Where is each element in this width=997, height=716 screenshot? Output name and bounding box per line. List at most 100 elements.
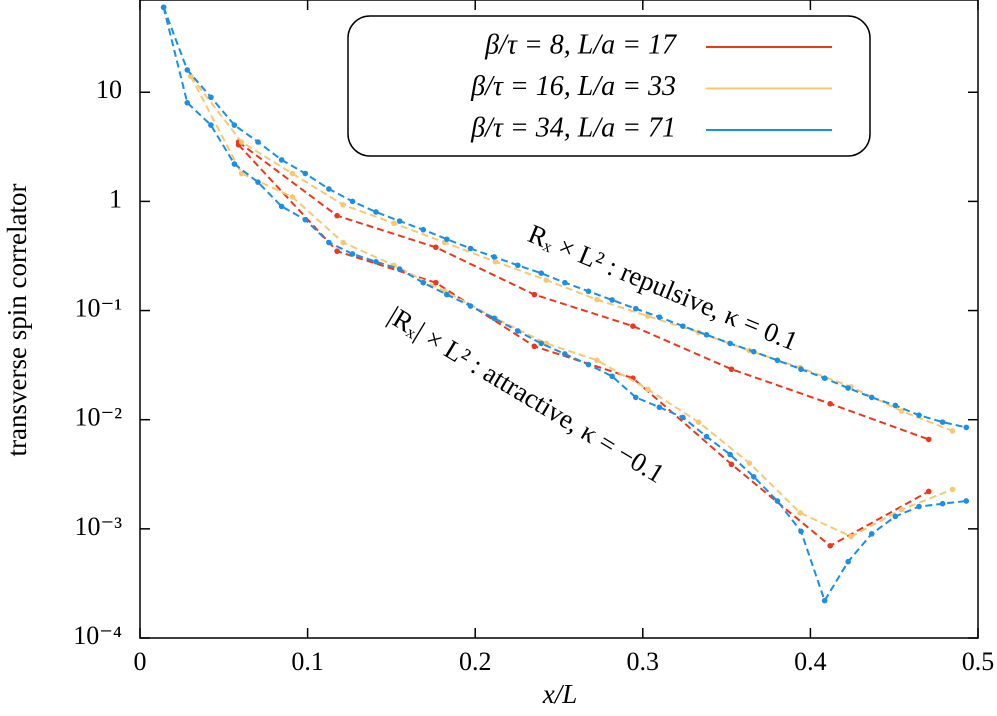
data-point — [278, 203, 285, 210]
data-point — [656, 314, 663, 320]
data-point — [848, 533, 854, 540]
data-point — [609, 373, 615, 380]
data-point — [420, 279, 427, 286]
data-point — [289, 170, 296, 177]
data-point — [562, 279, 568, 286]
data-point — [302, 216, 309, 223]
data-point — [630, 323, 636, 329]
data-point — [231, 161, 238, 167]
data-point — [184, 100, 191, 106]
data-point — [845, 558, 851, 565]
data-point — [444, 291, 450, 298]
data-point — [845, 385, 851, 391]
data-point — [821, 597, 828, 604]
data-point — [160, 4, 167, 11]
annotation: Rₓ × L² : repulsive, κ = 0.1 — [524, 218, 802, 356]
data-point — [898, 506, 905, 513]
data-point — [531, 291, 538, 298]
legend-label: β/τ = 8, L/a = 17 — [484, 29, 677, 60]
series-line — [237, 141, 930, 441]
plot-area — [160, 4, 970, 604]
data-point — [594, 296, 600, 303]
y-tick-label: 10⁻⁴ — [73, 621, 122, 650]
data-point — [396, 218, 403, 224]
y-tick-label: 10 — [96, 75, 122, 104]
data-point — [868, 394, 875, 401]
data-point — [680, 414, 686, 421]
data-point — [645, 313, 651, 319]
x-tick-label: 0.2 — [459, 647, 492, 676]
data-point — [750, 473, 757, 480]
data-point — [538, 340, 545, 347]
data-point — [963, 424, 970, 431]
x-tick-label: 0.1 — [291, 647, 324, 676]
data-point — [373, 209, 379, 215]
annotation: |Rₓ| × L² : attractive, κ = −0.1 — [383, 300, 670, 489]
data-point — [467, 303, 474, 309]
data-point — [543, 277, 550, 283]
data-point — [827, 400, 833, 407]
data-point — [868, 531, 875, 537]
data-point — [231, 122, 238, 128]
y-tick-label: 10⁻¹ — [74, 294, 122, 323]
data-point — [340, 202, 346, 208]
data-point — [302, 170, 309, 177]
data-point — [433, 279, 439, 286]
y-tick-label: 1 — [109, 184, 122, 213]
data-point — [255, 179, 261, 185]
data-point — [562, 351, 568, 357]
data-point — [728, 366, 735, 373]
series-line — [237, 144, 930, 548]
legend-box — [347, 15, 871, 157]
data-point — [827, 542, 833, 549]
x-tick-label: 0.5 — [962, 647, 995, 676]
data-point — [727, 451, 733, 458]
series-line — [189, 75, 953, 538]
data-point — [797, 510, 803, 516]
data-point — [680, 323, 686, 329]
data-point — [728, 461, 735, 468]
x-tick-label: 0.4 — [794, 647, 827, 676]
series-line — [190, 75, 953, 432]
data-point — [391, 220, 397, 227]
data-point — [326, 186, 332, 192]
data-point — [491, 254, 497, 260]
x-axis-label: x/L — [542, 679, 578, 709]
x-tick-label: 0.3 — [627, 647, 660, 676]
data-point — [238, 139, 245, 145]
data-point — [514, 328, 521, 334]
data-point — [939, 500, 946, 507]
data-point — [609, 297, 615, 303]
data-point — [821, 375, 828, 381]
data-point — [916, 412, 922, 418]
data-point — [334, 212, 340, 219]
legend-label: β/τ = 16, L/a = 33 — [470, 71, 676, 102]
data-point — [187, 73, 194, 80]
data-point — [278, 157, 285, 163]
plot-frame — [139, 0, 979, 639]
data-point — [656, 404, 663, 411]
data-point — [939, 419, 946, 425]
data-point — [892, 513, 899, 520]
x-tick-label: 0 — [134, 647, 147, 676]
legend-label: β/τ = 34, L/a = 71 — [470, 112, 676, 143]
data-point — [695, 419, 702, 425]
data-point — [774, 357, 781, 364]
data-point — [703, 331, 710, 338]
data-point — [746, 460, 753, 466]
data-point — [420, 226, 427, 233]
data-point — [727, 340, 733, 347]
data-point — [538, 270, 545, 276]
data-point — [916, 503, 922, 510]
data-point — [892, 402, 899, 409]
data-point — [750, 348, 757, 355]
data-point — [798, 528, 804, 535]
data-point — [184, 67, 191, 73]
data-point — [491, 315, 497, 322]
data-point — [373, 258, 379, 265]
data-point — [703, 433, 710, 440]
data-point — [594, 357, 600, 364]
data-point — [585, 288, 592, 295]
data-point — [349, 251, 356, 257]
